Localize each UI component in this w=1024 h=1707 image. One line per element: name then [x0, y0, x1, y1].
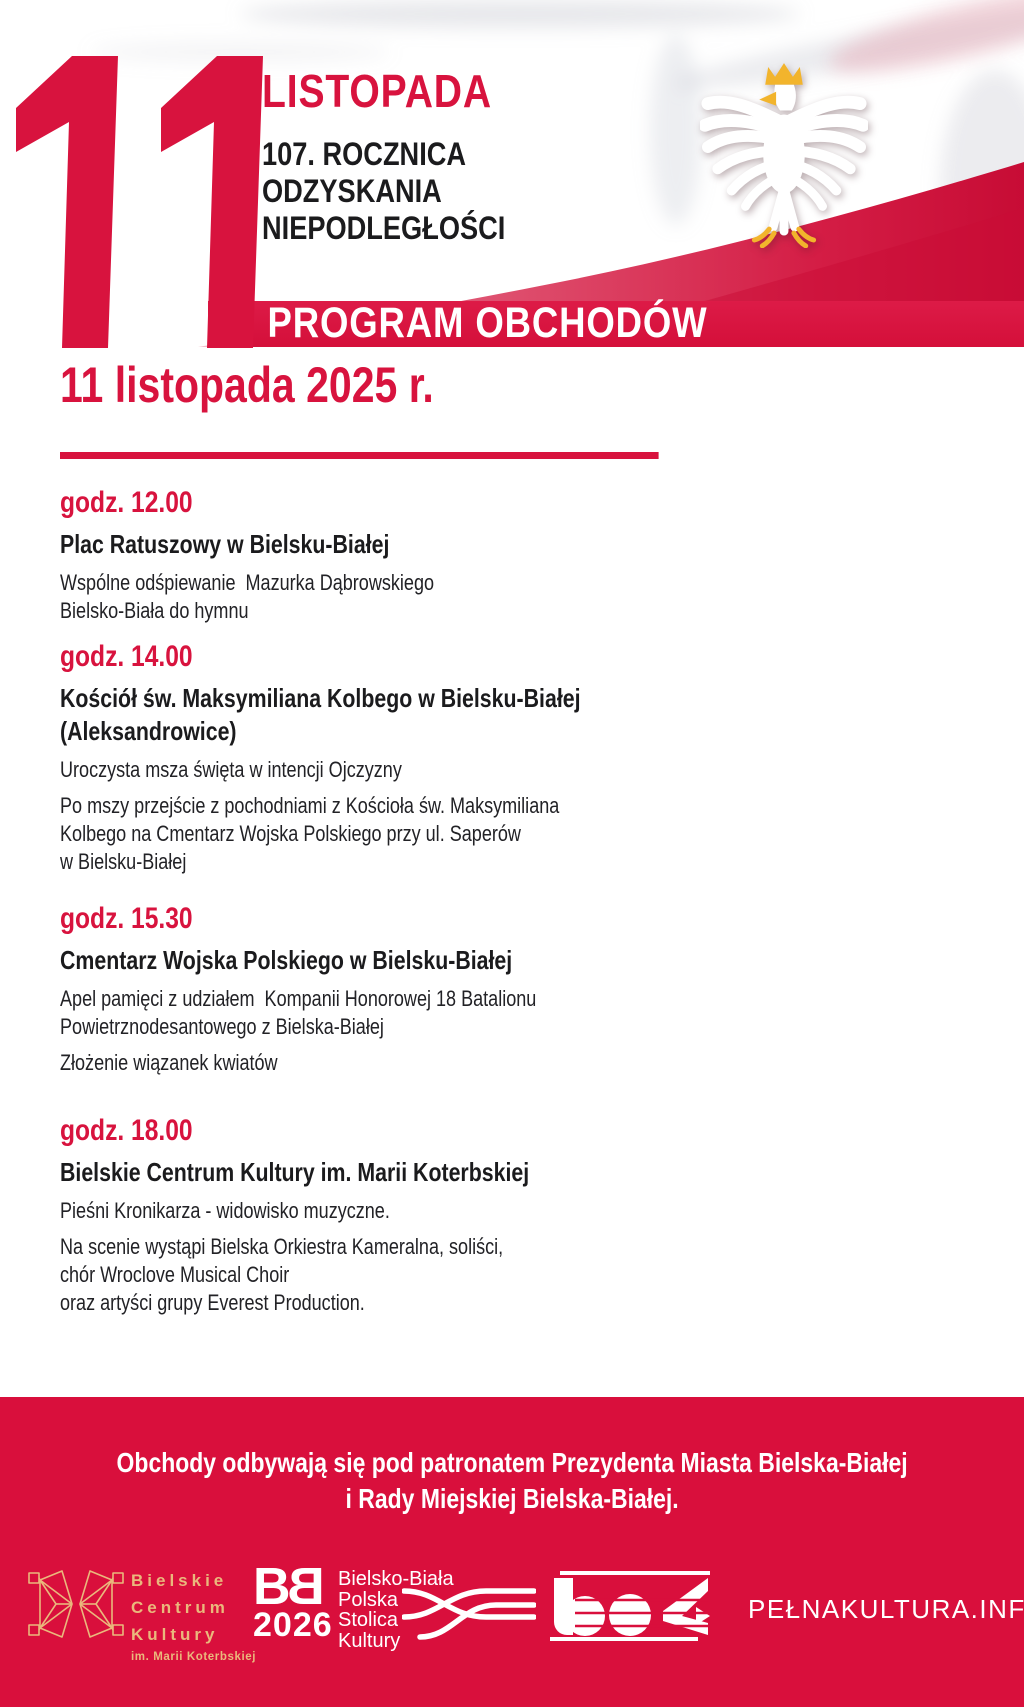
detail-line: Bielsko-Biała do hymnu [60, 598, 249, 623]
event-venue: Kościół św. Maksymiliana Kolbego w Biels… [60, 683, 581, 713]
event-venue: Plac Ratuszowy w Bielsku-Białej [60, 529, 390, 559]
bb-line: Bielsko-Biała [338, 1568, 454, 1590]
schedule-item: godz. 12.00 Plac Ratuszowy w Bielsku-Bia… [60, 486, 434, 625]
detail-line: Powietrznodesantowego z Bielska-Białej [60, 1014, 384, 1039]
event-details: Wspólne odśpiewanie Mazurka Dąbrowskiego… [60, 569, 434, 625]
bb2026-waves-icon [402, 1588, 536, 1640]
bb-letter-mirrored: B [288, 1558, 325, 1616]
patronage-line: Obchody odbywają się pod patronatem Prez… [116, 1447, 908, 1478]
detail-line: Na scenie wystąpi Bielska Orkiestra Kame… [60, 1234, 504, 1259]
bb-line: Stolica [338, 1609, 399, 1631]
bok-logo-icon [550, 1571, 710, 1641]
program-banner-label: PROGRAM OBCHODÓW [267, 299, 708, 347]
media-partner-logo: PEŁNAKULTURA.INF⊙ [748, 1594, 1024, 1625]
schedule-item: godz. 18.00 Bielskie Centrum Kultury im.… [60, 1114, 529, 1317]
program-banner: PROGRAM OBCHODÓW [208, 301, 1024, 347]
footer: Obchody odbywają się pod patronatem Prez… [0, 1397, 1024, 1707]
schedule-item: godz. 14.00 Kościół św. Maksymiliana Kol… [60, 640, 581, 876]
date-underline [60, 452, 659, 459]
bb-line: Kultury [338, 1629, 401, 1652]
detail-line: Apel pamięci z udziałem Kompanii Honorow… [60, 986, 537, 1011]
event-venue: Bielskie Centrum Kultury im. Marii Koter… [60, 1157, 530, 1187]
detail-line: chór Wroclove Musical Choir [60, 1262, 290, 1287]
bb2026-logo: BB 2026 [253, 1558, 333, 1644]
event-time: godz. 12.00 [60, 486, 193, 519]
anniversary-line: 107. ROCZNICA [262, 136, 467, 172]
anniversary-line: NIEPODLEGŁOŚCI [262, 210, 506, 246]
media-partner-text: PEŁNAKULTURA.INF [748, 1594, 1024, 1624]
event-details: Apel pamięci z udziałem Kompanii Honorow… [60, 985, 536, 1041]
patronage-note: Obchody odbywają się pod patronatem Prez… [0, 1445, 1024, 1517]
big-number-11 [16, 56, 263, 348]
bck-logo-text: Bielskie Centrum Kultury im. Marii Koter… [131, 1567, 256, 1663]
date-heading: 11 listopada 2025 r. [60, 357, 434, 413]
event-details: Na scenie wystąpi Bielska Orkiestra Kame… [60, 1233, 529, 1317]
bb2026-year: 2026 [253, 1606, 333, 1644]
event-time: godz. 15.30 [60, 902, 193, 935]
bck-line: Centrum [131, 1598, 229, 1617]
detail-line: Złożenie wiązanek kwiatów [60, 1050, 278, 1075]
program-content: 11 listopada 2025 r. godz. 12.00 Plac Ra… [60, 360, 1011, 1390]
detail-line: oraz artyści grupy Everest Production. [60, 1290, 365, 1315]
event-time: godz. 14.00 [60, 640, 193, 673]
detail-line: Uroczysta msza święta w intencji Ojczyzn… [60, 757, 402, 782]
month-title: LISTOPADA [262, 65, 492, 117]
event-venue: (Aleksandrowice) [60, 716, 237, 746]
detail-line: Po mszy przejście z pochodniami z Kościo… [60, 793, 560, 818]
event-time: godz. 18.00 [60, 1114, 193, 1147]
event-venue: Cmentarz Wojska Polskiego w Bielsku-Biał… [60, 945, 513, 975]
detail-line: Kolbego na Cmentarz Wojska Polskiego prz… [60, 821, 521, 846]
bck-line: Bielskie [131, 1571, 228, 1590]
bck-logo-icon [28, 1570, 124, 1638]
patronage-line: i Rady Miejskiej Bielska-Białej. [345, 1483, 679, 1514]
detail-line: Pieśni Kronikarza - widowisko muzyczne. [60, 1198, 390, 1223]
detail-line: w Bielsku-Białej [60, 849, 187, 874]
schedule-item: godz. 15.30 Cmentarz Wojska Polskiego w … [60, 902, 536, 1077]
event-details: Złożenie wiązanek kwiatów [60, 1049, 536, 1077]
detail-line: Wspólne odśpiewanie Mazurka Dąbrowskiego [60, 570, 435, 595]
polish-eagle-icon [700, 63, 868, 248]
event-details: Pieśni Kronikarza - widowisko muzyczne. [60, 1197, 529, 1225]
anniversary-title: 107. ROCZNICA ODZYSKANIA NIEPODLEGŁOŚCI [262, 136, 505, 247]
header: LISTOPADA 107. ROCZNICA ODZYSKANIA NIEPO… [0, 0, 1024, 348]
bb2026-initials: BB [253, 1558, 333, 1616]
bb-letter: B [253, 1558, 291, 1616]
event-details: Uroczysta msza święta w intencji Ojczyzn… [60, 756, 581, 784]
anniversary-line: ODZYSKANIA [262, 173, 442, 209]
bb2026-text: Bielsko-Biała Polska Stolica Kultury [338, 1569, 454, 1651]
bck-line: Kultury [131, 1625, 219, 1644]
bb-line: Polska [338, 1588, 399, 1611]
event-details: Po mszy przejście z pochodniami z Kościo… [60, 792, 581, 876]
bck-subline: im. Marii Koterbskiej [131, 1651, 257, 1663]
polish-flag-background [0, 0, 1024, 347]
